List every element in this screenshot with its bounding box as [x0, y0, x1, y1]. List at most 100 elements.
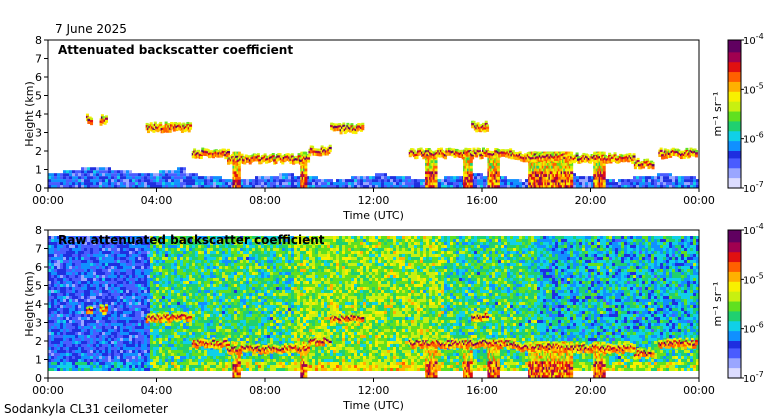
heatmap-cell — [51, 317, 54, 320]
heatmap-cell — [75, 338, 78, 341]
heatmap-cell — [618, 179, 621, 183]
heatmap-cell — [393, 185, 396, 188]
heatmap-cell — [144, 359, 147, 362]
heatmap-cell — [105, 269, 108, 272]
heatmap-cell — [102, 329, 105, 332]
heatmap-cell — [123, 350, 126, 353]
heatmap-cell — [102, 335, 105, 338]
precip-cell — [496, 182, 500, 186]
heatmap-cell — [348, 182, 351, 186]
heatmap-cell — [60, 260, 63, 263]
heatmap-cell — [159, 284, 162, 287]
cloud-cell — [197, 149, 201, 153]
heatmap-cell — [159, 308, 162, 311]
heatmap-cell — [105, 245, 108, 248]
heatmap-cell — [72, 329, 75, 332]
cloud-cell — [694, 152, 698, 156]
heatmap-cell — [129, 251, 132, 254]
heatmap-cell — [162, 350, 165, 353]
heatmap-cell — [144, 335, 147, 338]
heatmap-cell — [645, 176, 648, 180]
heatmap-cell — [159, 347, 162, 350]
heatmap-cell — [111, 176, 114, 180]
heatmap-cell — [141, 341, 144, 344]
heatmap-cell — [375, 182, 378, 186]
heatmap-cell — [354, 179, 357, 183]
heatmap-cell — [402, 185, 405, 188]
heatmap-cell — [90, 353, 93, 356]
colorbar-band — [728, 86, 741, 90]
heatmap-cell — [261, 182, 264, 186]
colorbar-band — [728, 180, 741, 184]
heatmap-cell — [60, 362, 63, 365]
heatmap-cell — [120, 332, 123, 335]
heatmap-cell — [78, 344, 81, 347]
heatmap-cell — [654, 179, 657, 183]
heatmap-cell — [270, 182, 273, 186]
heatmap-cell — [159, 260, 162, 263]
heatmap-cell — [111, 341, 114, 344]
cloud-cell — [694, 154, 698, 158]
heatmap-cell — [414, 179, 417, 183]
heatmap-cell — [150, 290, 153, 293]
heatmap-cell — [63, 236, 66, 239]
cloud-cell — [606, 160, 610, 164]
precip-cell — [304, 182, 308, 186]
heatmap-cell — [162, 335, 165, 338]
heatmap-cell — [138, 362, 141, 365]
heatmap-cell — [57, 359, 60, 362]
heatmap-cell — [105, 344, 108, 347]
heatmap-cell — [66, 341, 69, 344]
heatmap-cell — [84, 281, 87, 284]
heatmap-cell — [57, 254, 60, 257]
heatmap-cell — [60, 287, 63, 290]
heatmap-cell — [90, 176, 93, 180]
heatmap-cell — [693, 176, 696, 180]
heatmap-cell — [171, 182, 174, 186]
heatmap-cell — [105, 167, 108, 171]
heatmap-cell — [141, 296, 144, 299]
heatmap-cell — [96, 185, 99, 188]
heatmap-cell — [57, 248, 60, 251]
heatmap-cell — [114, 275, 117, 278]
heatmap-cell — [138, 305, 141, 308]
heatmap-cell — [66, 347, 69, 350]
heatmap-cell — [153, 182, 156, 186]
heatmap-cell — [114, 185, 117, 188]
heatmap-cell — [51, 308, 54, 311]
heatmap-cell — [57, 245, 60, 248]
heatmap-cell — [72, 182, 75, 186]
heatmap-cell — [69, 326, 72, 329]
colorbar-band — [728, 77, 741, 81]
heatmap-cell — [162, 296, 165, 299]
cloud-cell — [227, 151, 231, 155]
heatmap-cell — [66, 332, 69, 335]
colorbar-band — [728, 69, 741, 73]
colorbar-band — [728, 59, 741, 63]
heatmap-cell — [132, 185, 135, 188]
heatmap-cell — [132, 281, 135, 284]
heatmap-cell — [162, 236, 165, 239]
heatmap-cell — [165, 290, 168, 293]
heatmap-cell — [633, 179, 636, 183]
heatmap-cell — [225, 185, 228, 188]
heatmap-cell — [93, 317, 96, 320]
heatmap-cell — [129, 335, 132, 338]
heatmap-cell — [126, 368, 129, 371]
heatmap-cell — [168, 266, 171, 269]
heatmap-cell — [132, 362, 135, 365]
heatmap-cell — [66, 353, 69, 356]
cloud-cell — [167, 123, 171, 127]
heatmap-cell — [318, 185, 321, 188]
heatmap-cell — [114, 251, 117, 254]
heatmap-cell — [252, 185, 255, 188]
heatmap-cell — [120, 368, 123, 371]
heatmap-cell — [99, 245, 102, 248]
heatmap-cell — [579, 185, 582, 188]
heatmap-cell — [132, 254, 135, 257]
heatmap-cell — [141, 185, 144, 188]
heatmap-cell — [645, 185, 648, 188]
heatmap-cell — [57, 251, 60, 254]
heatmap-cell — [384, 185, 387, 188]
heatmap-cell — [84, 239, 87, 242]
